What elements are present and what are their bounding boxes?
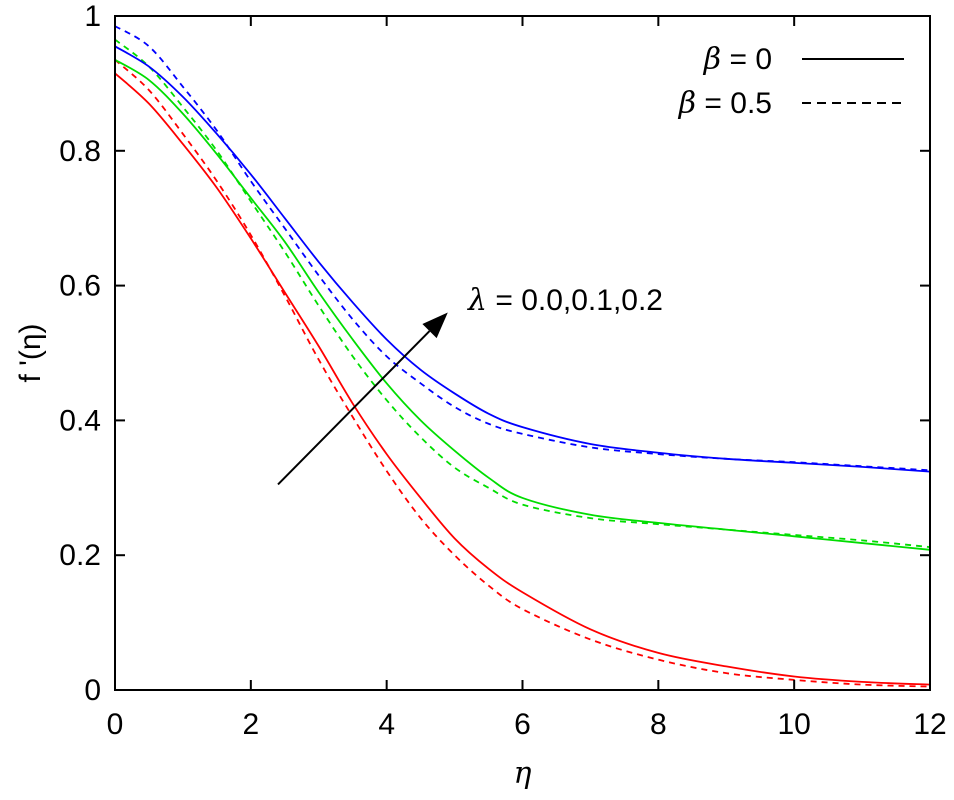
legend-symbol: β: [678, 86, 696, 121]
legend-entry-beta-0-5: β = 0.5: [678, 86, 772, 121]
series-line-lambda-0-2-beta-0: [114, 45, 931, 473]
legend-label: = 0: [721, 43, 772, 76]
x-tick-label: 0: [107, 708, 124, 741]
axis-ticks: [114, 15, 931, 691]
legend-label: = 0.5: [696, 87, 772, 120]
y-tick-label: 0.8: [59, 135, 101, 168]
plot-frame: [114, 15, 931, 691]
arrow-head-icon: [422, 312, 448, 339]
legend-symbol: β: [703, 42, 721, 77]
x-tick-label: 10: [777, 708, 810, 741]
lambda-annotation: λ = 0.0,0.1,0.2: [277, 283, 663, 486]
annotation-symbol: λ: [467, 283, 487, 318]
x-tick-label: 12: [913, 708, 946, 741]
annotation-label: λ = 0.0,0.1,0.2: [467, 283, 663, 318]
series-line-lambda-0-1-beta-0-5: [114, 38, 931, 549]
series-lines: [114, 25, 931, 688]
x-tick-label: 2: [242, 708, 259, 741]
series-line-lambda-0-0-beta-0: [114, 72, 931, 686]
y-axis-label: f '(η): [14, 323, 47, 382]
y-tick-labels: 0 0.2 0.4 0.6 0.8 1: [59, 0, 101, 707]
legend-entry-beta-0: β = 0: [703, 42, 772, 77]
x-tick-label: 6: [514, 708, 531, 741]
y-tick-label: 0.4: [59, 404, 101, 437]
series-line-lambda-0-2-beta-0-5: [114, 25, 931, 472]
y-tick-label: 0: [84, 674, 101, 707]
y-tick-label: 1: [84, 0, 101, 33]
y-tick-label: 0.6: [59, 270, 101, 303]
x-tick-labels: 0 2 4 6 8 10 12: [107, 708, 947, 741]
annotation-arrow: [277, 330, 431, 486]
x-tick-label: 4: [378, 708, 395, 741]
legend: β = 0 β = 0.5: [678, 42, 904, 121]
annotation-values: = 0.0,0.1,0.2: [487, 284, 663, 317]
x-tick-label: 8: [650, 708, 667, 741]
y-tick-label: 0.2: [59, 539, 101, 572]
x-axis-label: η: [514, 756, 532, 791]
